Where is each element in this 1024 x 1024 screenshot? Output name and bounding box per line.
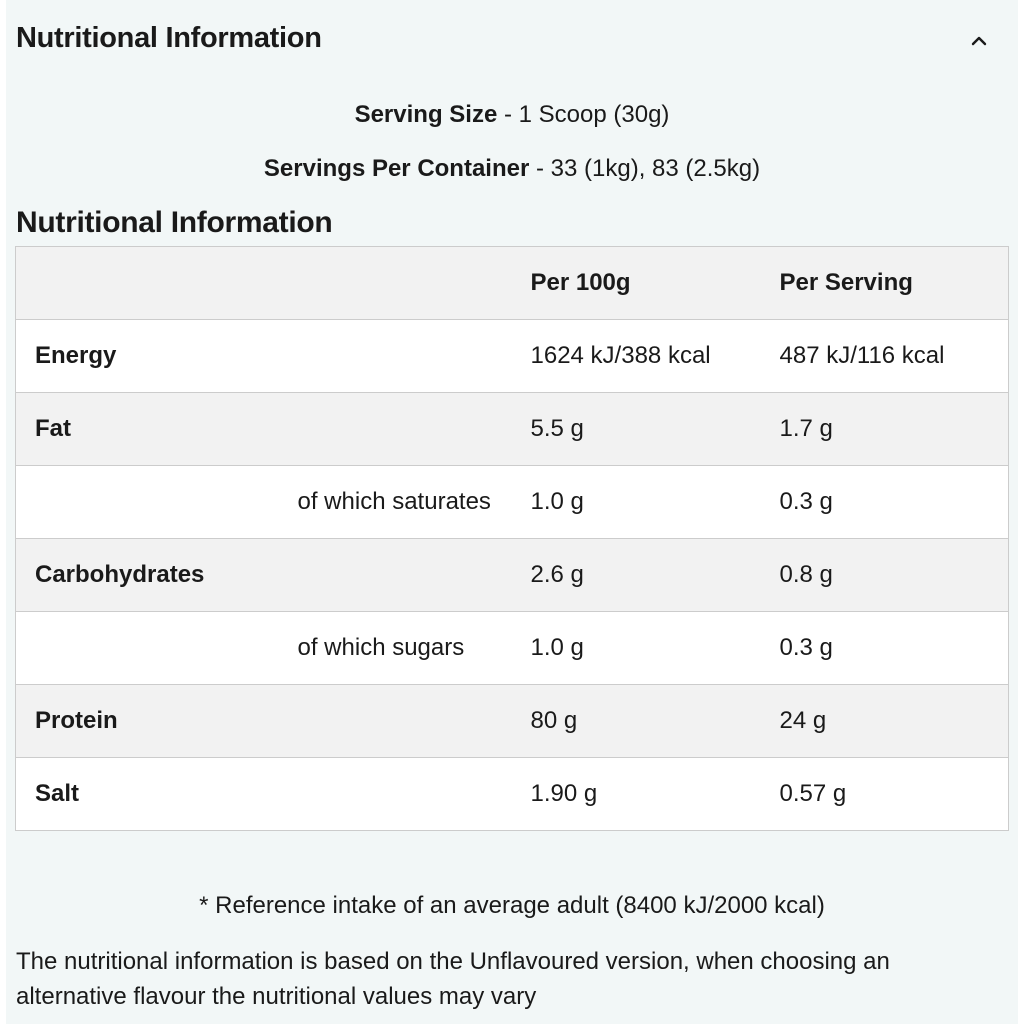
header-name-cell bbox=[15, 246, 283, 320]
table-row: of which sugars 1.0 g 0.3 g bbox=[15, 611, 1009, 685]
nutrient-subcell bbox=[282, 319, 531, 393]
value-per-serving: 487 kJ/116 kcal bbox=[779, 319, 1009, 393]
value-per-100g: 1.0 g bbox=[530, 465, 780, 539]
reference-intake-footnote: * Reference intake of an average adult (… bbox=[199, 892, 825, 919]
table-row: Energy 1624 kJ/388 kcal 487 kJ/116 kcal bbox=[15, 319, 1009, 393]
nutrient-name: Protein bbox=[15, 684, 283, 758]
table-row: of which saturates 1.0 g 0.3 g bbox=[15, 465, 1009, 539]
nutrient-sub-label: of which sugars bbox=[297, 634, 465, 661]
header-sub-cell bbox=[282, 246, 531, 320]
value-per-100g: 80 g bbox=[530, 684, 780, 758]
value-per-serving: 0.57 g bbox=[779, 757, 1009, 831]
nutrition-table: Per 100g Per Serving Energy 1624 kJ/388 k… bbox=[15, 246, 1009, 831]
table-row: Carbohydrates 2.6 g 0.8 g bbox=[15, 538, 1009, 612]
accordion-header[interactable]: Nutritional Information bbox=[6, 0, 1018, 80]
nutrient-name: Carbohydrates bbox=[15, 538, 283, 612]
nutrient-subcell: of which saturates bbox=[282, 465, 531, 539]
table-row: Fat 5.5 g 1.7 g bbox=[15, 392, 1009, 466]
nutrient-name: Salt bbox=[15, 757, 283, 831]
value-per-100g: 1.90 g bbox=[530, 757, 780, 831]
header-per-100g: Per 100g bbox=[530, 246, 780, 320]
servings-per-container-line: Servings Per Container - 33 (1kg), 83 (2… bbox=[6, 155, 1018, 183]
value-per-serving: 0.8 g bbox=[779, 538, 1009, 612]
flavour-disclaimer: The nutritional information is based on … bbox=[16, 948, 890, 1010]
value-per-serving: 0.3 g bbox=[779, 611, 1009, 685]
accordion-title: Nutritional Information bbox=[16, 22, 322, 54]
value-per-100g: 2.6 g bbox=[530, 538, 780, 612]
value-per-serving: 1.7 g bbox=[779, 392, 1009, 466]
nutrient-subcell bbox=[282, 538, 531, 612]
table-row: Salt 1.90 g 0.57 g bbox=[15, 757, 1009, 831]
nutrient-name bbox=[15, 611, 283, 685]
table-header-row: Per 100g Per Serving bbox=[15, 246, 1009, 320]
value-per-serving: 0.3 g bbox=[779, 465, 1009, 539]
nutrient-subcell bbox=[282, 684, 531, 758]
nutrient-subcell bbox=[282, 757, 531, 831]
table-title: Nutritional Information bbox=[16, 206, 333, 239]
value-per-100g: 1.0 g bbox=[530, 611, 780, 685]
value-per-serving: 24 g bbox=[779, 684, 1009, 758]
value-per-100g: 1624 kJ/388 kcal bbox=[530, 319, 780, 393]
serving-size-label: Serving Size bbox=[354, 101, 498, 128]
servings-per-container-value: - 33 (1kg), 83 (2.5kg) bbox=[529, 155, 761, 182]
nutrient-sub-label: of which saturates bbox=[297, 488, 491, 515]
header-per-serving: Per Serving bbox=[779, 246, 1009, 320]
nutrient-subcell: of which sugars bbox=[282, 611, 531, 685]
nutrient-name: Energy bbox=[15, 319, 283, 393]
nutrient-name bbox=[15, 465, 283, 539]
chevron-up-icon[interactable] bbox=[968, 30, 990, 52]
serving-size-value: - 1 Scoop (30g) bbox=[497, 101, 670, 128]
nutrition-panel: Nutritional Information Serving Size - 1… bbox=[6, 0, 1018, 1024]
value-per-100g: 5.5 g bbox=[530, 392, 780, 466]
servings-per-container-label: Servings Per Container bbox=[263, 155, 530, 182]
nutrient-name: Fat bbox=[15, 392, 283, 466]
table-row: Protein 80 g 24 g bbox=[15, 684, 1009, 758]
serving-size-line: Serving Size - 1 Scoop (30g) bbox=[6, 101, 1018, 129]
nutrient-subcell bbox=[282, 392, 531, 466]
